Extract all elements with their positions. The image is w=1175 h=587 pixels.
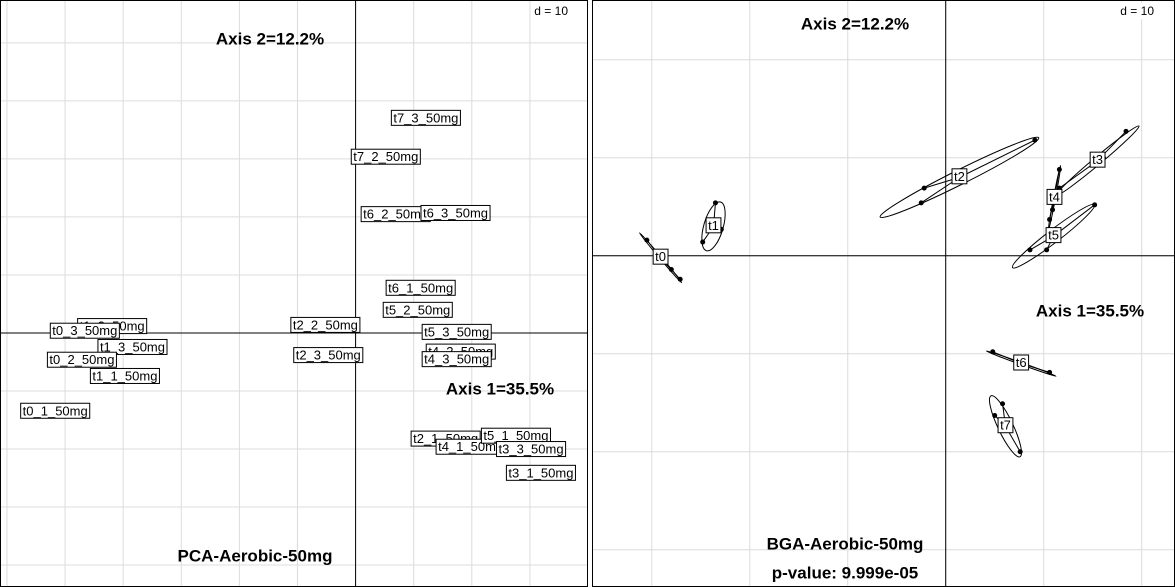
class-label-box [1089, 151, 1106, 168]
class-label-box [951, 168, 968, 185]
point-label-box [89, 367, 160, 384]
plot-area: d = 10 t0 t1 t2 t3 t4 t5 t6 t7 Axis 2=12.2% Axis 1… [592, 0, 1175, 587]
point-label: t3_1_50mg [508, 465, 573, 480]
class-label: t7 [1000, 418, 1011, 433]
point [700, 239, 706, 245]
point-label: t0_1_50mg [23, 403, 88, 418]
grid-label-bg [531, 3, 572, 20]
class-label: t0 [655, 249, 666, 264]
point [1123, 128, 1129, 134]
class-label: t1 [708, 218, 719, 233]
class-label-box [652, 248, 669, 265]
point-label: t3_3_50mg [499, 442, 564, 457]
point-label-box [505, 464, 576, 481]
grid-label-bg [1117, 3, 1158, 20]
plot-area: d = 10 t7_3_50mg t7_2_50mg t6_2_50mgt6_3_50… [0, 0, 588, 587]
point-label: t6_3_50mg [423, 205, 488, 220]
point-label: t7_2_50mg [353, 149, 418, 164]
point-label: t0_3_50mg [52, 323, 117, 338]
point [990, 349, 996, 355]
panel: d = 10 t0 t1 t2 t3 t4 t5 t6 t7 Axis 2=12.2% Axis 1… [592, 0, 1175, 587]
point-label: t1_3_50mg [100, 339, 165, 354]
point-label-box [350, 148, 421, 165]
point-label-box [496, 441, 567, 458]
title: BGA-Aerobic-50mg [767, 534, 924, 553]
point-label-box [293, 347, 364, 364]
point [1047, 369, 1053, 375]
point [1044, 247, 1050, 253]
panel-border [592, 0, 1175, 587]
point-label: t0_2_50mg [49, 352, 114, 367]
grid-label: d = 10 [534, 4, 568, 18]
class-label: t4 [1049, 189, 1060, 204]
star-line [959, 139, 1036, 178]
point-label: t2_3_50mg [296, 348, 361, 363]
panel: d = 10 t7_3_50mg t7_2_50mg t6_2_50mgt6_3_50… [0, 0, 588, 587]
point [1027, 247, 1033, 253]
point-label: t2_2_50mg [293, 317, 358, 332]
y-axis-label: Axis 2=12.2% [216, 29, 324, 48]
title: PCA-Aerobic-50mg [178, 546, 333, 565]
point [1032, 137, 1038, 143]
class-label-box [997, 417, 1014, 434]
point-label: t5_3_50mg [424, 324, 489, 339]
point [1000, 401, 1006, 407]
x-axis-label: Axis 1=35.5% [446, 379, 554, 398]
class-label-box [1013, 354, 1030, 371]
point-label: t6_1_50mg [388, 280, 453, 295]
point [677, 276, 683, 282]
point-label: t6_2_50mg [363, 207, 428, 222]
x-axis-label: Axis 1=35.5% [1036, 301, 1144, 320]
point-label-box [20, 402, 91, 419]
point [918, 200, 924, 206]
point-label-box [421, 351, 492, 368]
point-label-box [46, 351, 117, 368]
point [921, 185, 927, 191]
class-label: t5 [1048, 228, 1059, 243]
point-label-box [49, 322, 120, 339]
class-label-box [705, 217, 722, 234]
subtitle: p-value: 9.999e-05 [772, 563, 918, 582]
point-label-box [420, 204, 491, 221]
point-label-box [385, 279, 456, 296]
panel-border [0, 0, 588, 587]
point-label: t5_1_50mg [483, 428, 548, 443]
point [992, 413, 998, 419]
class-label-box [1045, 227, 1062, 244]
point-label: t5_2_50mg [385, 302, 450, 317]
class-label-box [1046, 188, 1063, 205]
y-axis-label: Axis 2=12.2% [801, 14, 909, 33]
point-label-box [290, 316, 361, 333]
point [1056, 167, 1062, 173]
grid-label: d = 10 [1120, 4, 1154, 18]
class-label: t6 [1016, 355, 1027, 370]
point-label-box [382, 301, 453, 318]
class-label: t2 [954, 169, 965, 184]
point [644, 237, 650, 243]
point-label: t7_3_50mg [393, 110, 458, 125]
class-label: t3 [1092, 152, 1103, 167]
point [1092, 202, 1098, 208]
point [1047, 217, 1053, 223]
point-label-box [97, 338, 168, 355]
point-label: t4_3_50mg [424, 352, 489, 367]
point [712, 200, 718, 206]
point-label-box [390, 109, 461, 126]
point-label: t1_1_50mg [92, 368, 157, 383]
point-label-box [421, 323, 492, 340]
point [1017, 449, 1023, 455]
